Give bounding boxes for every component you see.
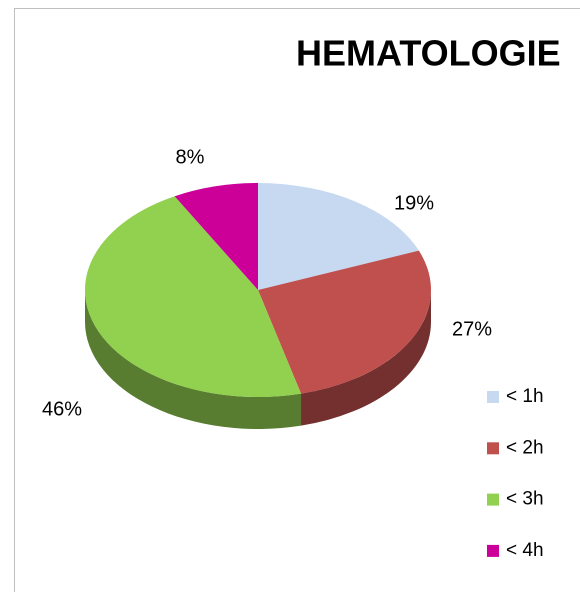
legend-swatch (487, 493, 499, 506)
legend-label: < 2h (506, 437, 544, 458)
data-label: 8% (176, 146, 205, 168)
data-label: 46% (42, 398, 82, 420)
chart-title: HEMATOLOGIE (296, 33, 561, 74)
pie-slice (85, 196, 302, 397)
legend-label: < 4h (506, 540, 544, 561)
pie-slice (258, 183, 419, 290)
legend-label: < 1h (506, 386, 544, 407)
pie-slice (258, 250, 431, 394)
legend-swatch (487, 391, 499, 403)
legend-swatch (487, 442, 499, 455)
data-label: 19% (394, 192, 434, 214)
legend-label: < 3h (506, 489, 544, 510)
legend-swatch (487, 544, 499, 557)
pie-slice (174, 183, 258, 290)
pie-side (301, 290, 432, 426)
pie-side (85, 290, 302, 430)
data-label: 27% (452, 318, 492, 340)
